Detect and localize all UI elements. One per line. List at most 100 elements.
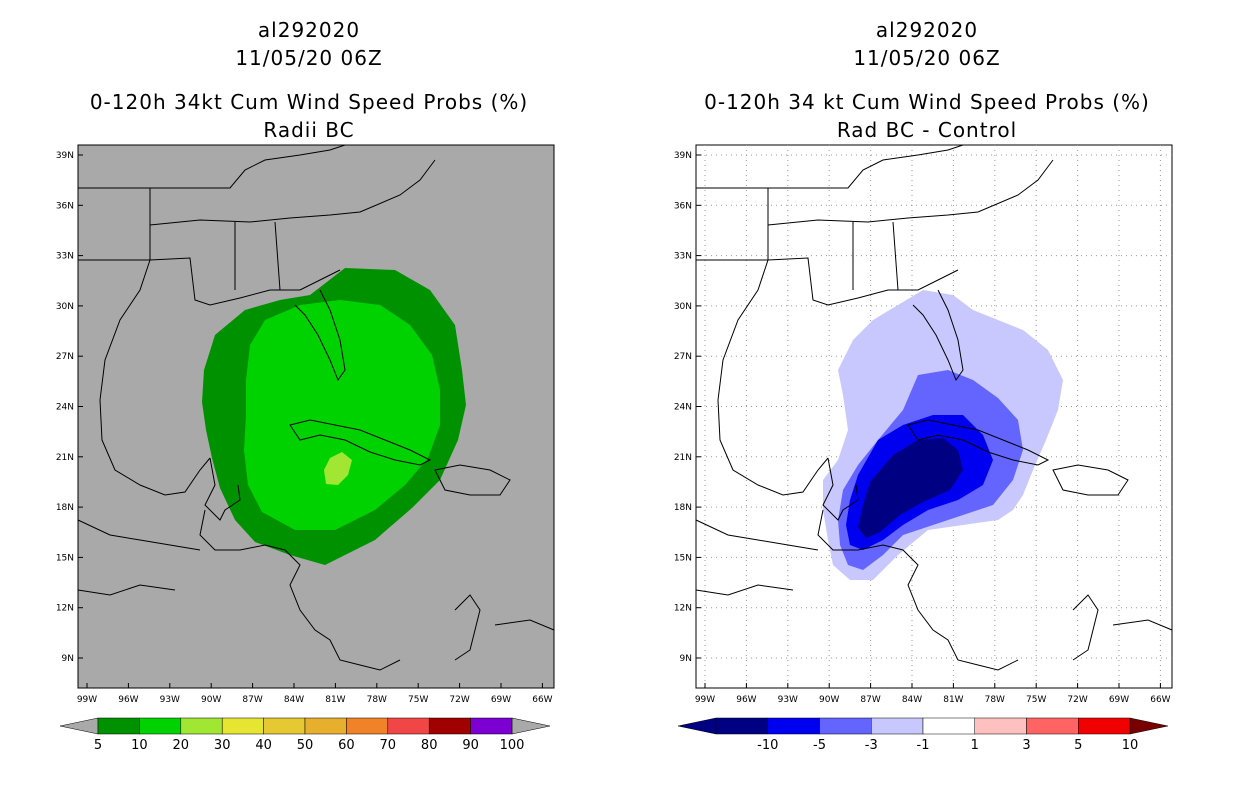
right-colorbar-arrow-right <box>1129 717 1169 735</box>
right-coastlines <box>695 144 1173 671</box>
right-lon-label: 69W <box>1109 695 1129 705</box>
right-lon-label: 81W <box>943 695 963 705</box>
right-lat-label: 24N <box>674 403 692 413</box>
left-colorbar-swatch <box>428 717 471 735</box>
right-grid <box>696 145 1172 688</box>
left-lon-label: 75W <box>408 695 428 705</box>
right-lon-label: 72W <box>1067 695 1087 705</box>
left-colorbar-label: 30 <box>214 738 231 753</box>
left-colorbar-swatch <box>263 717 306 735</box>
right-lon-label: 66W <box>1150 695 1170 705</box>
left-colorbar-label: 20 <box>173 738 190 753</box>
right-lon-label: 90W <box>819 695 839 705</box>
left-lon-label: 78W <box>367 695 387 705</box>
right-colorbar-arrow-left <box>677 717 717 735</box>
right-colorbar-label: -5 <box>813 738 826 753</box>
right-colorbar-label: 1 <box>971 738 979 753</box>
left-lon-label: 81W <box>325 695 345 705</box>
left-subtitle: Radii BC <box>263 118 355 142</box>
right-product-title: 0-120h 34 kt Cum Wind Speed Probs (%) <box>704 90 1150 114</box>
right-lat-label: 33N <box>674 252 692 262</box>
left-lat-label: 39N <box>56 151 74 161</box>
right-lon-label: 93W <box>778 695 798 705</box>
left-colorbar-label: 70 <box>380 738 397 753</box>
left-lon-label: 66W <box>532 695 552 705</box>
left-lat-label: 12N <box>56 604 74 614</box>
left-colorbar-arrow-right <box>511 717 551 735</box>
right-colorbar-swatch <box>1026 717 1079 735</box>
left-lat-axis: 39N 36N 33N 30N 27N 24N 21N 18N 15N 12N 9N <box>56 151 83 664</box>
right-lon-label: 75W <box>1026 695 1046 705</box>
left-colorbar-label: 5 <box>94 738 102 753</box>
right-storm-id: al292020 <box>875 18 979 42</box>
left-colorbar: 5 10 20 30 40 50 60 70 80 90 100 <box>59 717 551 753</box>
left-lon-label: 99W <box>77 695 97 705</box>
left-panel: al292020 11/05/20 06Z 0-120h 34kt Cum Wi… <box>56 18 555 753</box>
left-colorbar-swatch <box>304 717 347 735</box>
right-lat-label: 15N <box>674 553 692 563</box>
left-lon-axis: 99W 96W 93W 90W 87W 84W 81W 78W 75W 72W 69W 66W <box>77 683 553 705</box>
left-lon-label: 96W <box>118 695 138 705</box>
right-lat-label: 30N <box>674 302 692 312</box>
right-colorbar-swatch <box>767 717 820 735</box>
right-colorbar-swatch <box>1078 717 1131 735</box>
left-colorbar-swatch <box>139 717 182 735</box>
left-lat-label: 27N <box>56 352 74 362</box>
right-colorbar-label: 5 <box>1074 738 1082 753</box>
left-colorbar-swatch <box>221 717 264 735</box>
right-colorbar-swatch <box>922 717 975 735</box>
left-lon-label: 90W <box>201 695 221 705</box>
left-colorbar-swatch <box>470 717 513 735</box>
right-colorbar: -10 -5 -3 -1 1 3 5 10 <box>677 717 1169 753</box>
right-colorbar-label: -1 <box>917 738 930 753</box>
left-colorbar-arrow-left <box>59 717 99 735</box>
left-prob-contour-20 <box>324 452 352 485</box>
left-datetime: 11/05/20 06Z <box>235 46 383 70</box>
left-lon-label: 72W <box>449 695 469 705</box>
right-datetime: 11/05/20 06Z <box>853 46 1001 70</box>
right-colorbar-label: -3 <box>865 738 878 753</box>
right-lat-label: 36N <box>674 201 692 211</box>
left-storm-id: al292020 <box>257 18 361 42</box>
left-prob-contour-10 <box>244 300 440 530</box>
left-lat-label: 18N <box>56 503 74 513</box>
right-lon-label: 87W <box>860 695 880 705</box>
left-lat-label: 9N <box>62 654 74 664</box>
left-lat-label: 30N <box>56 302 74 312</box>
right-colorbar-swatch <box>819 717 872 735</box>
left-lon-label: 84W <box>284 695 304 705</box>
right-lat-label: 18N <box>674 503 692 513</box>
left-colorbar-swatch <box>346 717 389 735</box>
right-lon-label: 84W <box>902 695 922 705</box>
right-colorbar-label: 10 <box>1122 738 1139 753</box>
left-colorbar-label: 10 <box>131 738 148 753</box>
left-colorbar-swatch <box>387 717 430 735</box>
right-colorbar-swatch <box>715 717 768 735</box>
right-lat-label: 39N <box>674 151 692 161</box>
right-lon-label: 99W <box>695 695 715 705</box>
right-lon-label: 78W <box>985 695 1005 705</box>
right-panel: al292020 11/05/20 06Z 0-120h 34 kt Cum W… <box>618 0 1236 800</box>
right-diff-contour-minus10 <box>858 438 963 538</box>
right-lat-label: 21N <box>674 453 692 463</box>
left-colorbar-label: 40 <box>255 738 272 753</box>
right-lat-label: 12N <box>674 604 692 614</box>
right-lon-axis: 99W 96W 93W 90W 87W 84W 81W 78W 75W 72W 69W 66W <box>695 683 1171 705</box>
left-lat-label: 21N <box>56 453 74 463</box>
right-lat-label: 9N <box>680 654 692 664</box>
left-colorbar-label: 60 <box>338 738 355 753</box>
right-lat-axis: 39N 36N 33N 30N 27N 24N 21N 18N 15N 12N 9N <box>674 151 701 664</box>
right-colorbar-label: -10 <box>757 738 778 753</box>
left-lat-label: 36N <box>56 201 74 211</box>
left-lat-label: 24N <box>56 403 74 413</box>
right-colorbar-swatch <box>871 717 924 735</box>
left-colorbar-label: 50 <box>297 738 314 753</box>
left-lat-label: 33N <box>56 252 74 262</box>
left-colorbar-swatch <box>97 717 140 735</box>
right-lon-label: 96W <box>736 695 756 705</box>
left-lon-label: 87W <box>242 695 262 705</box>
left-colorbar-label: 100 <box>500 738 525 753</box>
left-colorbar-swatch <box>180 717 223 735</box>
